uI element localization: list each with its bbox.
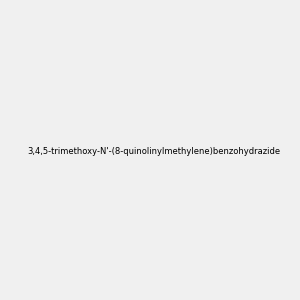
Text: 3,4,5-trimethoxy-N'-(8-quinolinylmethylene)benzohydrazide: 3,4,5-trimethoxy-N'-(8-quinolinylmethyle… — [27, 147, 280, 156]
